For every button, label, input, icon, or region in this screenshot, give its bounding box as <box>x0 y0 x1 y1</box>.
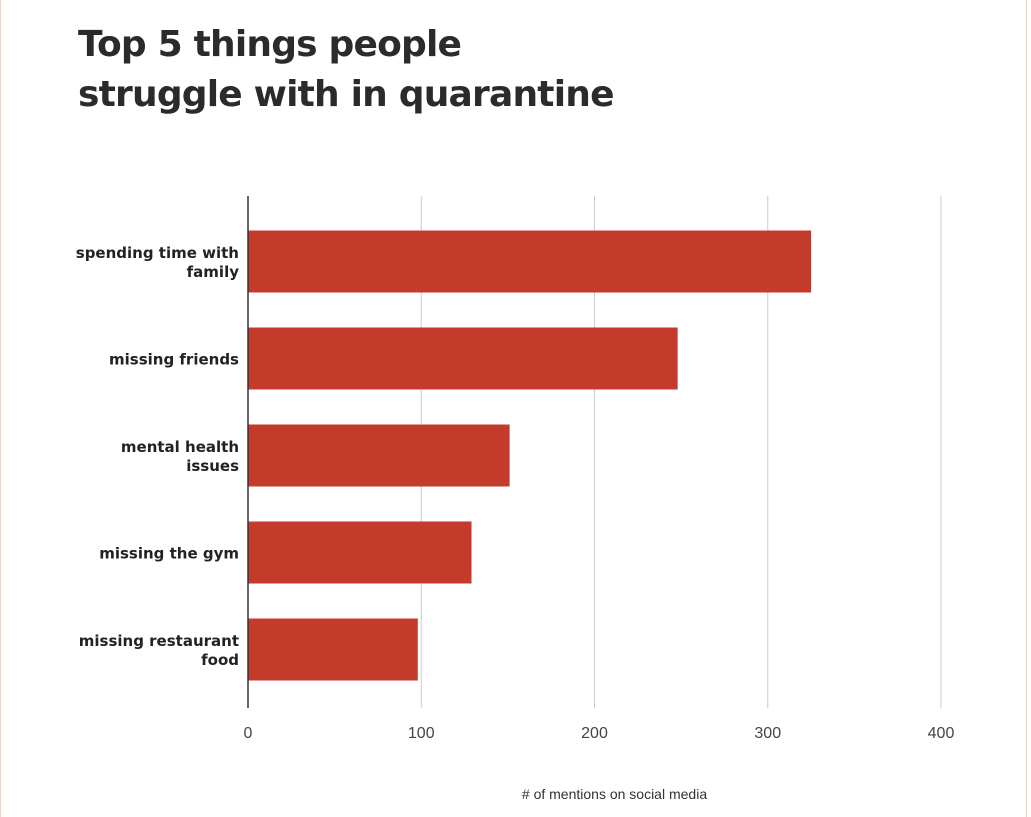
category-label-2-line-1: missing friends <box>109 351 239 369</box>
category-label-4-line-1: missing the gym <box>99 545 239 563</box>
category-label-1-line-1: spending time with <box>76 244 239 262</box>
x-tick-label-0: 0 <box>244 725 253 742</box>
chart-title-line-1: Top 5 things people <box>78 24 462 65</box>
bar-3 <box>248 424 510 487</box>
x-axis-label: # of mentions on social media <box>522 786 707 802</box>
category-label-3-line-1: mental health <box>121 438 239 456</box>
bar-2 <box>248 327 678 390</box>
x-tick-label-400: 400 <box>928 725 955 742</box>
category-label-4: missing the gym <box>99 545 239 563</box>
category-label-1: spending time with family <box>76 244 239 281</box>
bar-5 <box>248 618 418 681</box>
category-label-2: missing friends <box>109 351 239 369</box>
category-label-5: missing restaurant food <box>79 632 239 669</box>
category-label-3: mental health issues <box>121 438 239 475</box>
category-label-5-line-2: food <box>201 651 239 669</box>
category-label-5-line-1: missing restaurant <box>79 632 239 650</box>
bar-4 <box>248 521 472 584</box>
category-label-3-line-2: issues <box>186 457 239 475</box>
category-label-1-line-2: family <box>187 263 240 281</box>
bar-1 <box>248 230 812 293</box>
chart-title-line-2: struggle with in quarantine <box>78 74 614 115</box>
frame-left-border <box>0 0 1 817</box>
x-tick-label-200: 200 <box>581 725 608 742</box>
x-tick-label-300: 300 <box>754 725 781 742</box>
frame-right-border <box>1026 0 1027 817</box>
x-tick-label-100: 100 <box>408 725 435 742</box>
chart-title: Top 5 things people struggle with in qua… <box>78 20 614 120</box>
